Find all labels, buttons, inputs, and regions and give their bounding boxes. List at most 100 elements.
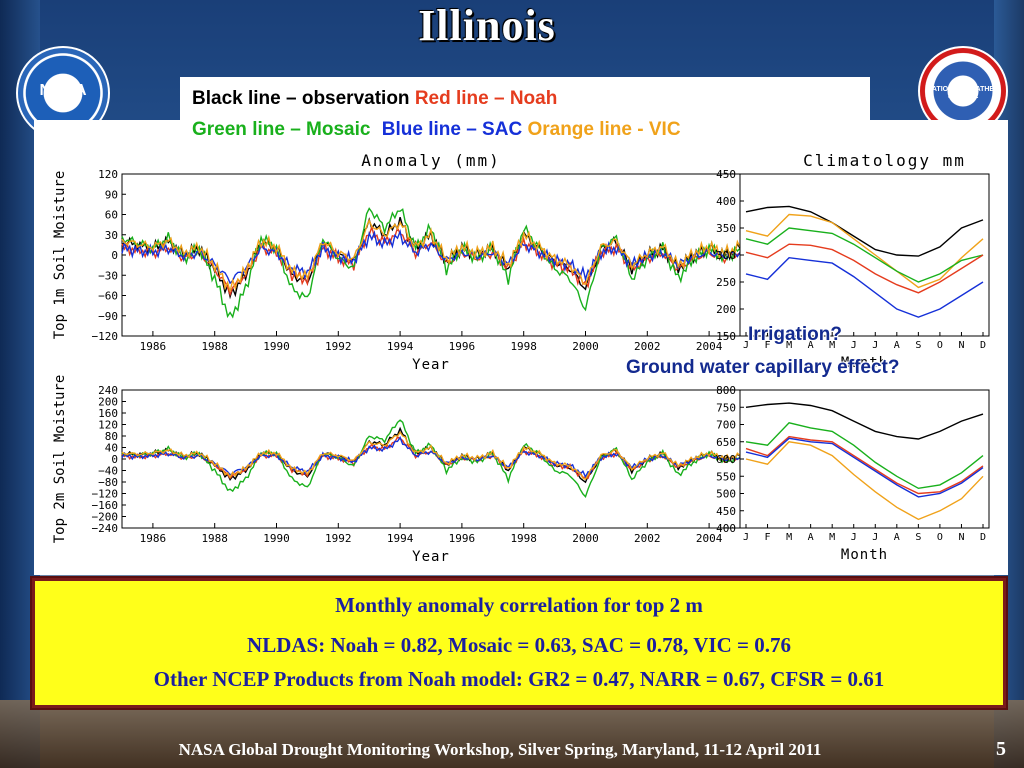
anomaly-2m-ytick-label: −120 [92, 488, 119, 501]
legend-noah: Red line – Noah [414, 88, 558, 109]
climatology-2m-ytick-label: 650 [716, 436, 736, 449]
climatology-2m-ytick-label: 500 [716, 488, 736, 501]
anomaly-2m-xtick-label: 2004 [696, 532, 723, 545]
climatology-1m-ytick-label: 200 [716, 303, 736, 316]
climatology-1m-xtick-label: D [980, 340, 986, 351]
anomaly-2m-ytick-label: −80 [98, 476, 118, 489]
anomaly-1m-xtick-label: 1990 [263, 340, 290, 353]
legend-mosaic: Green line – Mosaic [192, 119, 371, 140]
climatology-1m-xtick-label: J [872, 340, 878, 351]
legend-row-1: Black line – observation Red line – Noah [192, 88, 557, 110]
climatology-1m-ytick-label: 450 [716, 168, 736, 181]
anomaly-2m-ytick-label: 80 [105, 430, 118, 443]
climatology-1m-ytick-label: 400 [716, 195, 736, 208]
climatology-1m-xtick-label: M [829, 340, 835, 351]
anomaly-1m-xtick-label: 2000 [572, 340, 599, 353]
anomaly-2m-ytick-label: 40 [105, 442, 118, 455]
correlation-summary-box: Monthly anomaly correlation for top 2 m … [32, 578, 1006, 708]
climatology-1m-ytick-label: 150 [716, 330, 736, 343]
anomaly-1m-title: Anomaly (mm) [361, 151, 501, 170]
anomaly-1m-ytick-label: 60 [105, 209, 118, 222]
climatology-2m-ytick-label: 450 [716, 505, 736, 518]
footer: NASA Global Drought Monitoring Workshop,… [0, 740, 1024, 760]
anomaly-2m-xtick-label: 1994 [387, 532, 414, 545]
irrigation-annotation: Irrigation? [748, 324, 842, 345]
charts-svg: −120 −90 −60 −30 0 30 60 90 120 1986 1988 1990 1992 1… [52, 151, 990, 565]
summary-ncep: Other NCEP Products from Noah model: GR2… [153, 667, 885, 691]
anomaly-1m-series-vic [121, 218, 741, 292]
page-number: 5 [996, 738, 1006, 760]
anomaly-1m-ytick-label: 0 [111, 249, 118, 262]
nws-logo-text: NATIONAL WEATHER SERVICE [926, 86, 1000, 100]
anomaly-2m-ylabel: Top 2m Soil Moisture [52, 375, 68, 544]
anomaly-2m-series-observation [121, 426, 741, 484]
climatology-2m-xtick-label: M [786, 532, 792, 543]
anomaly-1m-ytick-label: −120 [92, 330, 119, 343]
climatology-1m-ytick-label: 250 [716, 276, 736, 289]
climatology-2m-xtick-label: F [765, 532, 771, 543]
anomaly-1m-xtick-label: 1996 [449, 340, 476, 353]
summary-nldas: NLDAS: Noah = 0.82, Mosaic = 0.63, SAC =… [247, 633, 791, 657]
legend-sac: Blue line – SAC [381, 119, 523, 140]
climatology-1m-ytick-label: 350 [716, 222, 736, 235]
climatology-1m-ytick-label: 300 [716, 249, 736, 262]
summary-heading: Monthly anomaly correlation for top 2 m [335, 593, 703, 617]
footer-text: NASA Global Drought Monitoring Workshop,… [178, 740, 822, 759]
anomaly-2m-xtick-label: 1998 [510, 532, 537, 545]
anomaly-2m-ytick-label: −160 [92, 499, 119, 512]
anomaly-1m-ytick-label: −60 [98, 290, 118, 303]
anomaly-2m-series-noah [121, 436, 741, 480]
anomaly-2m-xlabel: Year [412, 549, 450, 565]
anomaly-1m-xtick-label: 1998 [510, 340, 537, 353]
climatology-2m-series-sac [745, 437, 984, 498]
anomaly-2m-ytick-label: −200 [92, 511, 119, 524]
slide-title: Illinois [418, 1, 556, 50]
climatology-1m-xtick-label: J [743, 340, 749, 351]
climatology-2m-xtick-label: J [851, 532, 857, 543]
anomaly-2m-ytick-label: 240 [98, 384, 118, 397]
anomaly-1m-xtick-label: 1988 [201, 340, 228, 353]
climatology-2m-series-vic [745, 441, 984, 521]
climatology-1m-xtick-label: N [958, 340, 964, 351]
anomaly-1m-xtick-label: 2004 [696, 340, 723, 353]
climatology-1m-series-observation [745, 205, 984, 257]
anomaly-1m-ytick-label: −90 [98, 310, 118, 323]
legend-vic: Orange line - VIC [527, 119, 681, 140]
climatology-1m-xtick-label: O [937, 340, 943, 351]
climatology-2m-series-mosaic [745, 422, 984, 490]
climatology-1m-xlabel: Month [841, 355, 888, 371]
anomaly-1m-series-sac [121, 229, 741, 285]
climatology-1m-series-vic [745, 213, 984, 289]
anomaly-1m-ytick-label: 90 [105, 188, 118, 201]
anomaly-2m-xtick-label: 1996 [449, 532, 476, 545]
climatology-2m-xtick-label: N [958, 532, 964, 543]
climatology-1m-series-noah [745, 243, 984, 294]
anomaly-1m-ylabel: Top 1m Soil Moisture [52, 171, 68, 340]
climatology-1m-xtick-label: A [808, 340, 814, 351]
anomaly-2m-xtick-label: 1992 [325, 532, 352, 545]
climatology-2m-ytick-label: 600 [716, 453, 736, 466]
climatology-1m-title: Climatology mm [803, 151, 966, 170]
anomaly-2m-ytick-label: 200 [98, 396, 118, 409]
anomaly-2m-ytick-label: 0 [111, 453, 118, 466]
anomaly-2m-series-vic [121, 430, 741, 481]
anomaly-2m-xtick-label: 2000 [572, 532, 599, 545]
anomaly-2m-xtick-label: 1986 [140, 532, 167, 545]
climatology-1m-xtick-label: M [786, 340, 792, 351]
noaa-logo-text: NOAA [39, 82, 87, 99]
climatology-2m-xtick-label: A [808, 532, 814, 543]
climatology-2m-ytick-label: 550 [716, 470, 736, 483]
legend-row-2: Green line – Mosaic Blue line – SAC Oran… [192, 119, 681, 141]
climatology-2m-ytick-label: 750 [716, 401, 736, 414]
anomaly-1m-xtick-label: 1986 [140, 340, 167, 353]
anomaly-1m-xtick-label: 2002 [634, 340, 661, 353]
climatology-2m-xtick-label: D [980, 532, 986, 543]
anomaly-1m-series-noah [121, 224, 741, 297]
climatology-1m-xtick-label: J [851, 340, 857, 351]
anomaly-1m-xlabel: Year [412, 357, 450, 373]
anomaly-1m-ytick-label: 30 [105, 229, 118, 242]
anomaly-2m-ytick-label: −40 [98, 465, 118, 478]
anomaly-2m-xtick-label: 2002 [634, 532, 661, 545]
climatology-2m-xtick-label: J [743, 532, 749, 543]
anomaly-1m-ytick-label: 120 [98, 168, 118, 181]
